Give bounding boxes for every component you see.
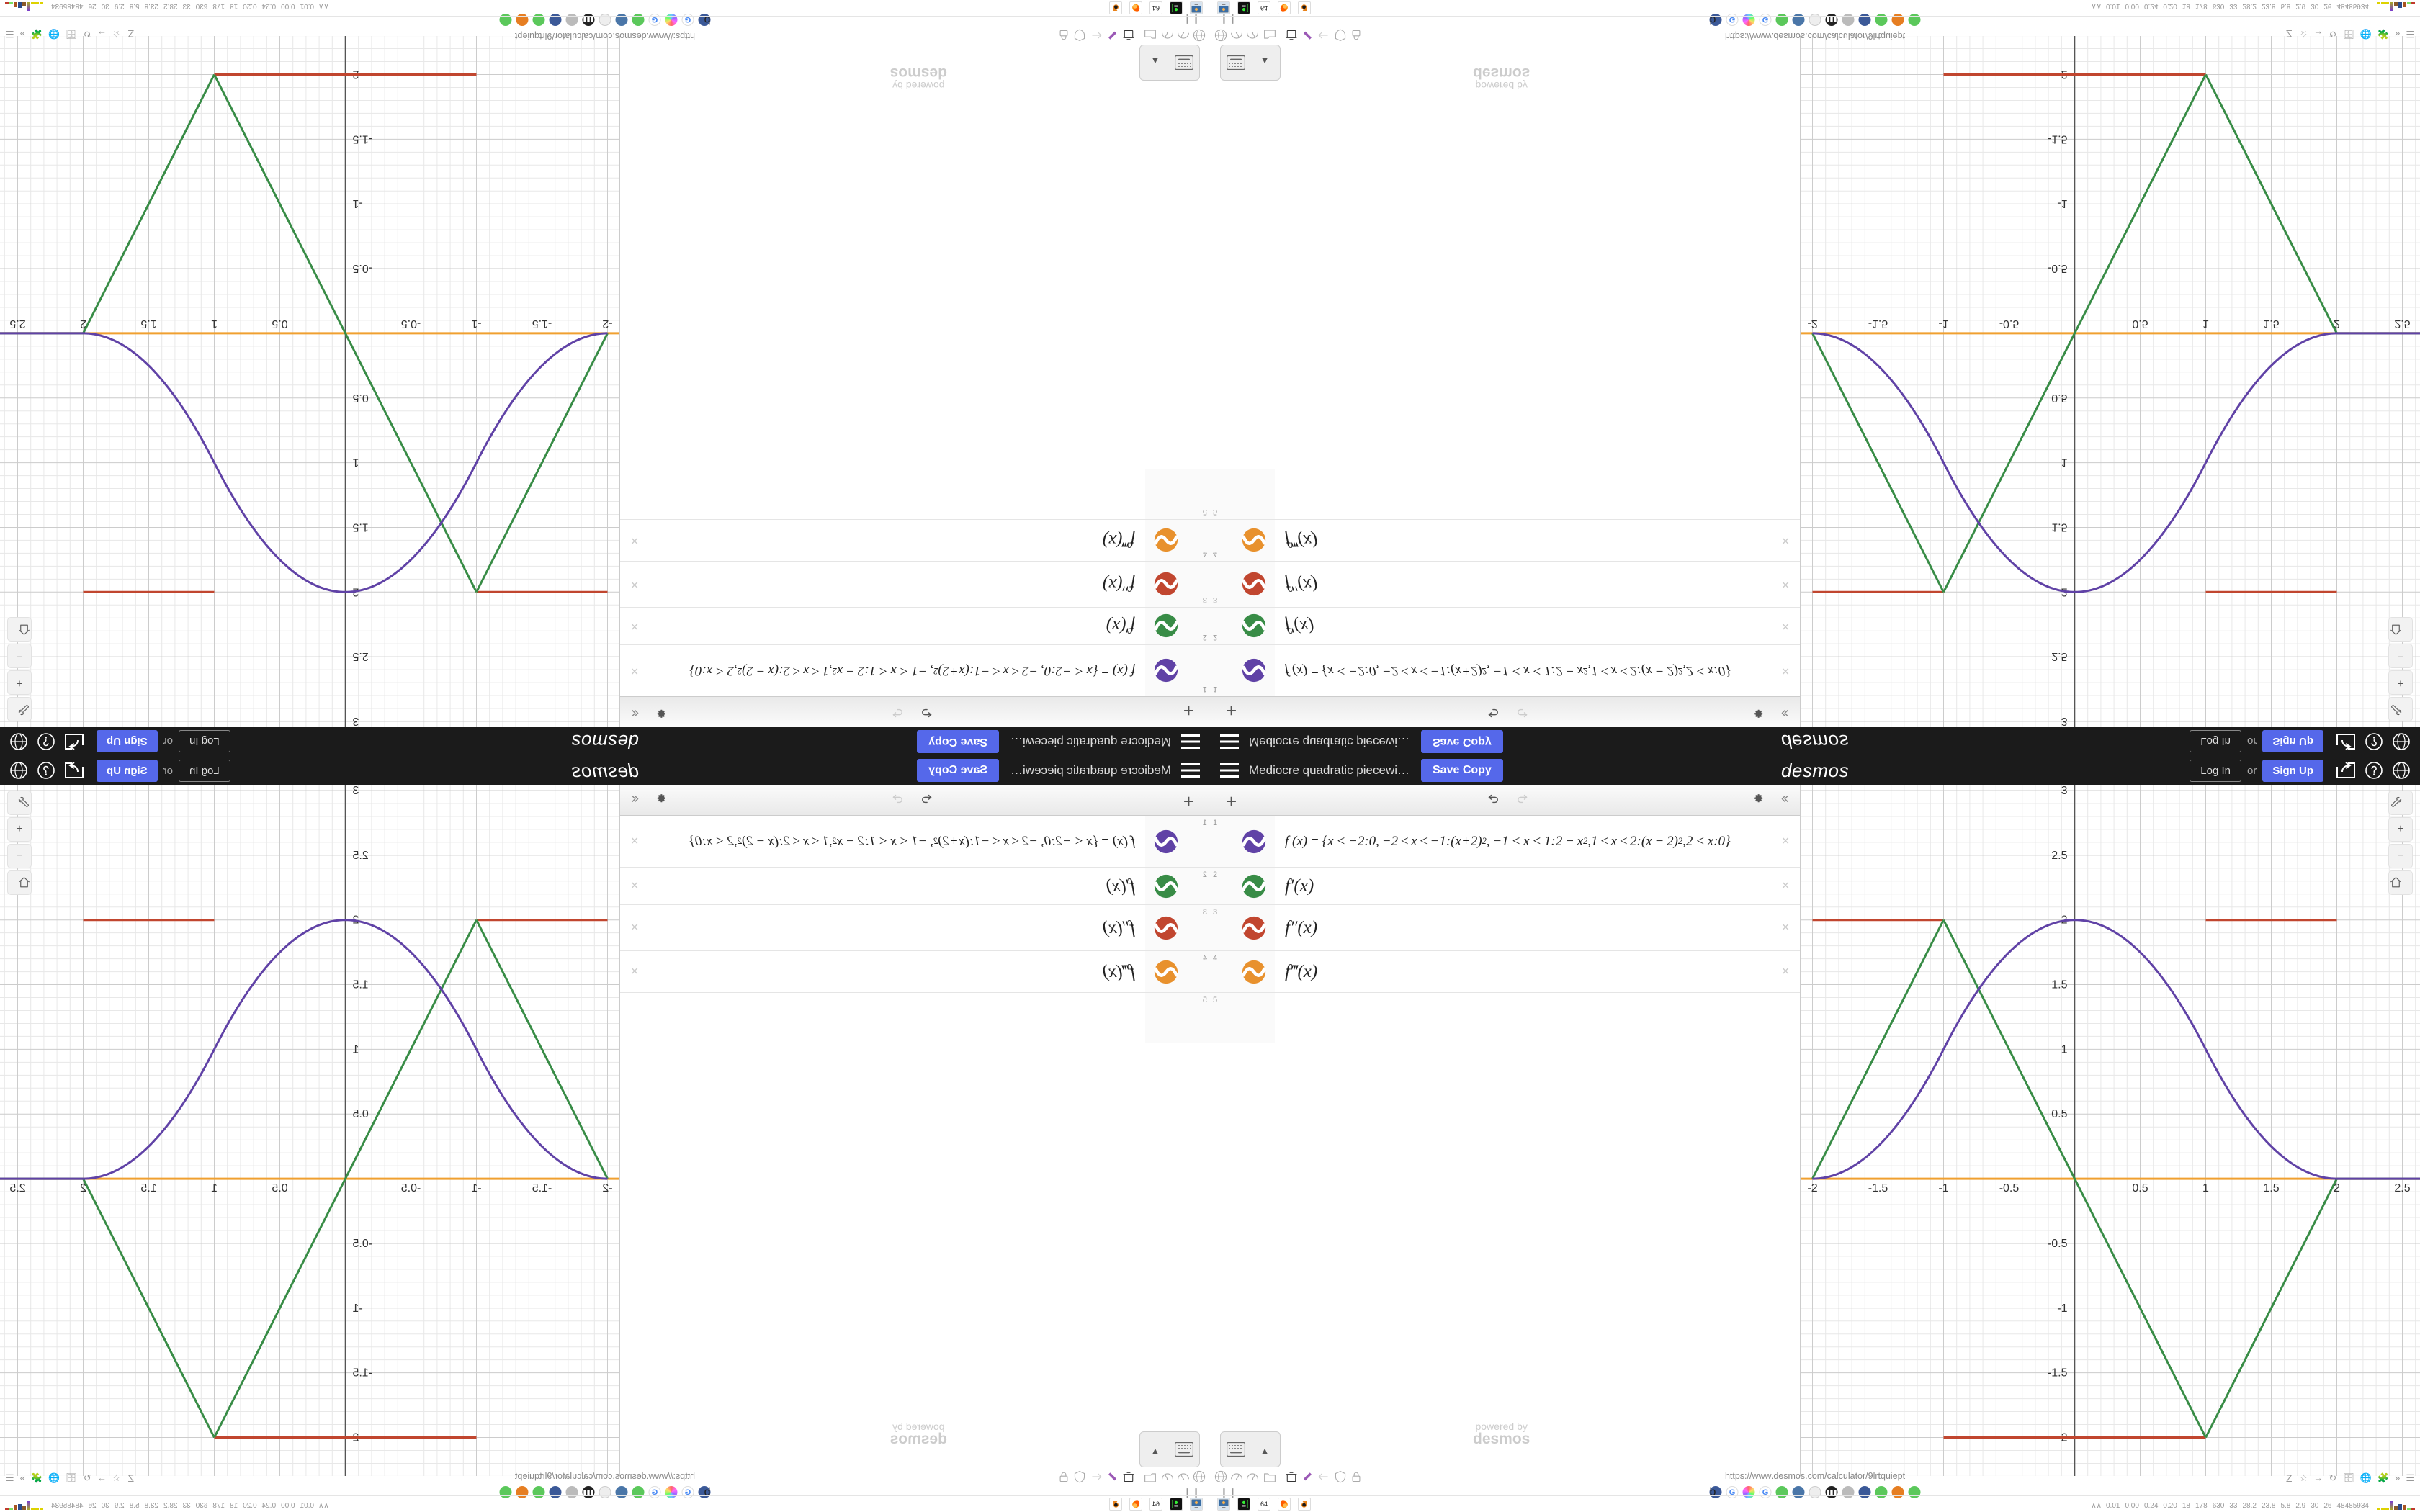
svg-text:2.5: 2.5 bbox=[2394, 318, 2410, 330]
svg-text:2.5: 2.5 bbox=[352, 650, 368, 662]
svg-text:-0.5: -0.5 bbox=[352, 262, 372, 274]
svg-text:1: 1 bbox=[2202, 1182, 2209, 1194]
svg-text:-2: -2 bbox=[1807, 1182, 1817, 1194]
svg-text:1.5: 1.5 bbox=[140, 1182, 156, 1194]
svg-text:3: 3 bbox=[352, 785, 359, 797]
svg-text:-1: -1 bbox=[352, 1302, 362, 1315]
svg-text:-0.5: -0.5 bbox=[401, 1182, 421, 1194]
svg-text:-1.5: -1.5 bbox=[2048, 1367, 2068, 1380]
svg-text:-1: -1 bbox=[2057, 1302, 2067, 1315]
svg-text:-1: -1 bbox=[2057, 197, 2067, 210]
svg-text:2.5: 2.5 bbox=[9, 318, 25, 330]
svg-text:0.5: 0.5 bbox=[352, 1108, 368, 1120]
svg-text:2.5: 2.5 bbox=[2051, 850, 2067, 862]
svg-text:-1.5: -1.5 bbox=[2048, 132, 2068, 145]
svg-text:-1.5: -1.5 bbox=[1868, 1182, 1888, 1194]
svg-text:1.5: 1.5 bbox=[140, 318, 156, 330]
svg-text:1: 1 bbox=[211, 1182, 218, 1194]
svg-text:1.5: 1.5 bbox=[2051, 521, 2067, 534]
svg-text:2.5: 2.5 bbox=[2051, 650, 2067, 662]
svg-text:1: 1 bbox=[352, 456, 359, 469]
svg-text:3: 3 bbox=[2061, 785, 2068, 797]
svg-text:0.5: 0.5 bbox=[2051, 1108, 2067, 1120]
svg-text:-1.5: -1.5 bbox=[1868, 318, 1888, 330]
svg-text:0.5: 0.5 bbox=[352, 392, 368, 404]
svg-text:2.5: 2.5 bbox=[352, 850, 368, 862]
svg-text:-2: -2 bbox=[1807, 318, 1817, 330]
svg-text:2.5: 2.5 bbox=[9, 1182, 25, 1194]
svg-text:3: 3 bbox=[352, 715, 359, 727]
svg-text:1: 1 bbox=[2202, 318, 2209, 330]
svg-text:3: 3 bbox=[2061, 715, 2068, 727]
svg-text:-1.5: -1.5 bbox=[532, 1182, 552, 1194]
svg-text:1.5: 1.5 bbox=[2263, 318, 2279, 330]
svg-text:-1.5: -1.5 bbox=[532, 318, 552, 330]
svg-text:-0.5: -0.5 bbox=[352, 1238, 372, 1250]
svg-text:-0.5: -0.5 bbox=[1999, 1182, 2020, 1194]
svg-text:1.5: 1.5 bbox=[2263, 1182, 2279, 1194]
svg-text:1.5: 1.5 bbox=[352, 521, 368, 534]
svg-text:-2: -2 bbox=[602, 1182, 612, 1194]
svg-text:-1.5: -1.5 bbox=[352, 1367, 372, 1380]
svg-text:1.5: 1.5 bbox=[2051, 979, 2067, 991]
svg-text:-1: -1 bbox=[471, 1182, 481, 1194]
svg-text:-0.5: -0.5 bbox=[401, 318, 421, 330]
svg-text:-0.5: -0.5 bbox=[2048, 1238, 2068, 1250]
svg-text:1: 1 bbox=[2061, 1043, 2068, 1056]
svg-text:-1: -1 bbox=[352, 197, 362, 210]
svg-text:-1.5: -1.5 bbox=[352, 132, 372, 145]
svg-text:1.5: 1.5 bbox=[352, 979, 368, 991]
svg-text:0.5: 0.5 bbox=[272, 1182, 287, 1194]
svg-text:1: 1 bbox=[211, 318, 218, 330]
svg-text:1: 1 bbox=[2061, 456, 2068, 469]
svg-text:-1: -1 bbox=[471, 318, 481, 330]
svg-text:0.5: 0.5 bbox=[2051, 392, 2067, 404]
svg-text:-1: -1 bbox=[1938, 318, 1948, 330]
svg-text:-0.5: -0.5 bbox=[2048, 262, 2068, 274]
svg-text:1: 1 bbox=[352, 1043, 359, 1056]
svg-text:0.5: 0.5 bbox=[2132, 1182, 2148, 1194]
svg-text:0.5: 0.5 bbox=[272, 318, 287, 330]
svg-text:-1: -1 bbox=[1938, 1182, 1948, 1194]
svg-text:-0.5: -0.5 bbox=[1999, 318, 2020, 330]
svg-text:2.5: 2.5 bbox=[2394, 1182, 2410, 1194]
svg-text:0.5: 0.5 bbox=[2132, 318, 2148, 330]
svg-text:-2: -2 bbox=[602, 318, 612, 330]
